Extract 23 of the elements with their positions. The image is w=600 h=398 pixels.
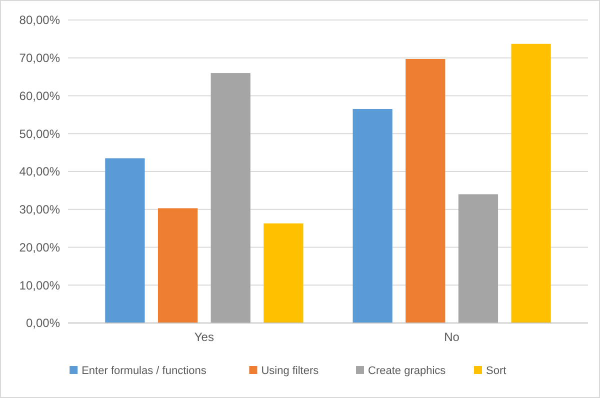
- bar: [352, 109, 392, 323]
- bar: [210, 73, 250, 323]
- y-tick-label: 80,00%: [19, 13, 60, 28]
- bar: [458, 194, 498, 323]
- legend-label: Using filters: [261, 364, 320, 377]
- y-tick-label: 40,00%: [19, 164, 60, 179]
- bar: [406, 59, 446, 323]
- legend-label: Sort: [486, 364, 506, 377]
- y-tick-label: 70,00%: [19, 51, 60, 66]
- y-tick-label: 30,00%: [19, 202, 60, 217]
- legend-label: Enter formulas / functions: [82, 364, 207, 377]
- bar: [105, 158, 145, 323]
- bar: [264, 223, 304, 323]
- y-tick-label: 0,00%: [26, 316, 60, 330]
- y-tick-label: 10,00%: [19, 278, 60, 292]
- y-tick-label: 20,00%: [19, 240, 60, 254]
- legend-label: Create graphics: [368, 364, 446, 377]
- y-tick-label: 50,00%: [19, 126, 60, 141]
- x-tick-label: No: [444, 330, 460, 344]
- bar: [158, 208, 198, 323]
- bar: [511, 44, 551, 323]
- y-tick-label: 60,00%: [19, 88, 60, 103]
- x-tick-label: Yes: [194, 330, 214, 344]
